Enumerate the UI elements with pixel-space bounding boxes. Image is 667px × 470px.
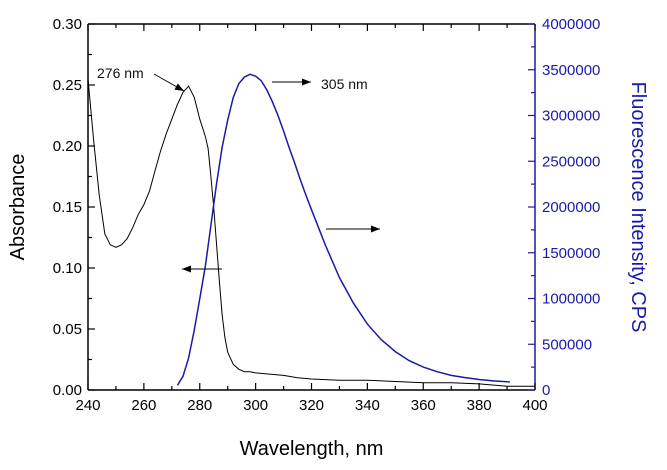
y-left-tick-label: 0.05 (53, 321, 82, 338)
y-left-tick-label: 0.00 (53, 382, 82, 399)
x-tick-label: 260 (131, 397, 156, 414)
peak-276-arrow-head (174, 83, 184, 91)
fluorescence-axis-arrow-head (371, 225, 380, 233)
peak-305-arrow-head (302, 78, 311, 86)
absorbance-series-line (87, 78, 535, 387)
annotation-276nm: 276 nm (97, 65, 144, 81)
y-right-axis-title: Fluorescence Intensity, CPS (627, 82, 649, 333)
y-right-tick-label: 2500000 (542, 153, 600, 170)
y-left-tick-label: 0.25 (53, 77, 82, 94)
annotation-305nm: 305 nm (321, 76, 368, 92)
x-tick-label: 240 (75, 397, 100, 414)
x-tick-label: 300 (243, 397, 268, 414)
y-left-tick-label: 0.10 (53, 260, 82, 277)
x-tick-label: 400 (522, 397, 547, 414)
absorbance-axis-arrow-head (182, 265, 191, 273)
y-left-tick-label: 0.30 (53, 16, 82, 33)
y-left-tick-label: 0.15 (53, 199, 82, 216)
x-tick-label: 280 (187, 397, 212, 414)
x-axis-title: Wavelength, nm (240, 438, 384, 460)
y-left-axis-title: Absorbance (7, 154, 29, 261)
y-right-tick-label: 500000 (542, 336, 592, 353)
x-tick-label: 320 (299, 397, 324, 414)
y-right-tick-label: 4000000 (542, 16, 600, 33)
y-right-tick-label: 3500000 (542, 62, 600, 79)
fluorescence-series-line (176, 73, 510, 386)
y-right-tick-label: 1000000 (542, 291, 600, 308)
y-right-tick-label: 2000000 (542, 199, 600, 216)
y-right-tick-label: 0 (542, 382, 550, 399)
y-right-tick-label: 1500000 (542, 245, 600, 262)
y-right-tick-label: 3000000 (542, 108, 600, 125)
x-tick-label: 380 (467, 397, 492, 414)
x-tick-label: 340 (355, 397, 380, 414)
x-tick-label: 360 (411, 397, 436, 414)
y-left-tick-label: 0.20 (53, 138, 82, 155)
